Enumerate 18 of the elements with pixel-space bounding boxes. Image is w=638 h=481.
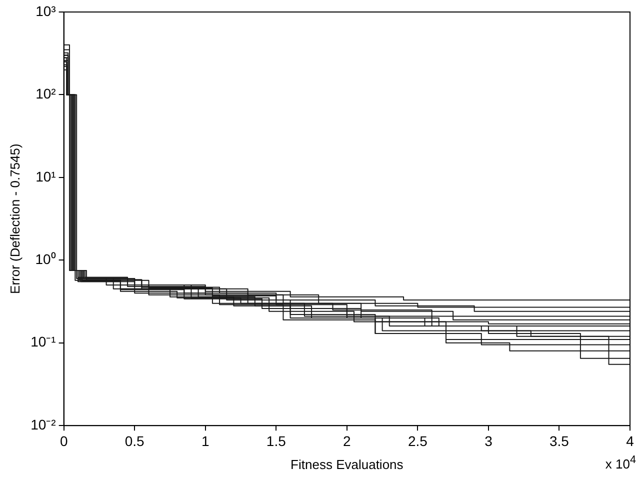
y-axis-title: Error (Deflection - 0.7545) [7,144,22,294]
x-tick-label: 2 [343,432,352,449]
y-tick-label: 10³ [36,2,56,19]
x-tick-label: 1.5 [266,432,286,449]
x-tick-label: 0 [60,432,68,449]
y-tick-label: 10⁻¹ [30,334,56,350]
y-tick-label: 10² [36,86,56,102]
x-tick-label: 1 [201,432,210,449]
x-tick-label: 2.5 [408,432,428,449]
y-tick-label: 10⁻² [30,416,56,432]
x-axis-title: Fitness Evaluations [290,456,404,472]
y-tick-label: 10¹ [36,168,56,184]
x-tick-label: 0.5 [124,432,145,449]
x-tick-label: 3.5 [549,432,570,449]
x-tick-label: 3 [484,432,493,449]
x-tick-label: 4 [626,432,634,449]
text: x 10$^{4}$ [605,454,636,471]
y-tick-label: 10⁰ [35,251,56,268]
